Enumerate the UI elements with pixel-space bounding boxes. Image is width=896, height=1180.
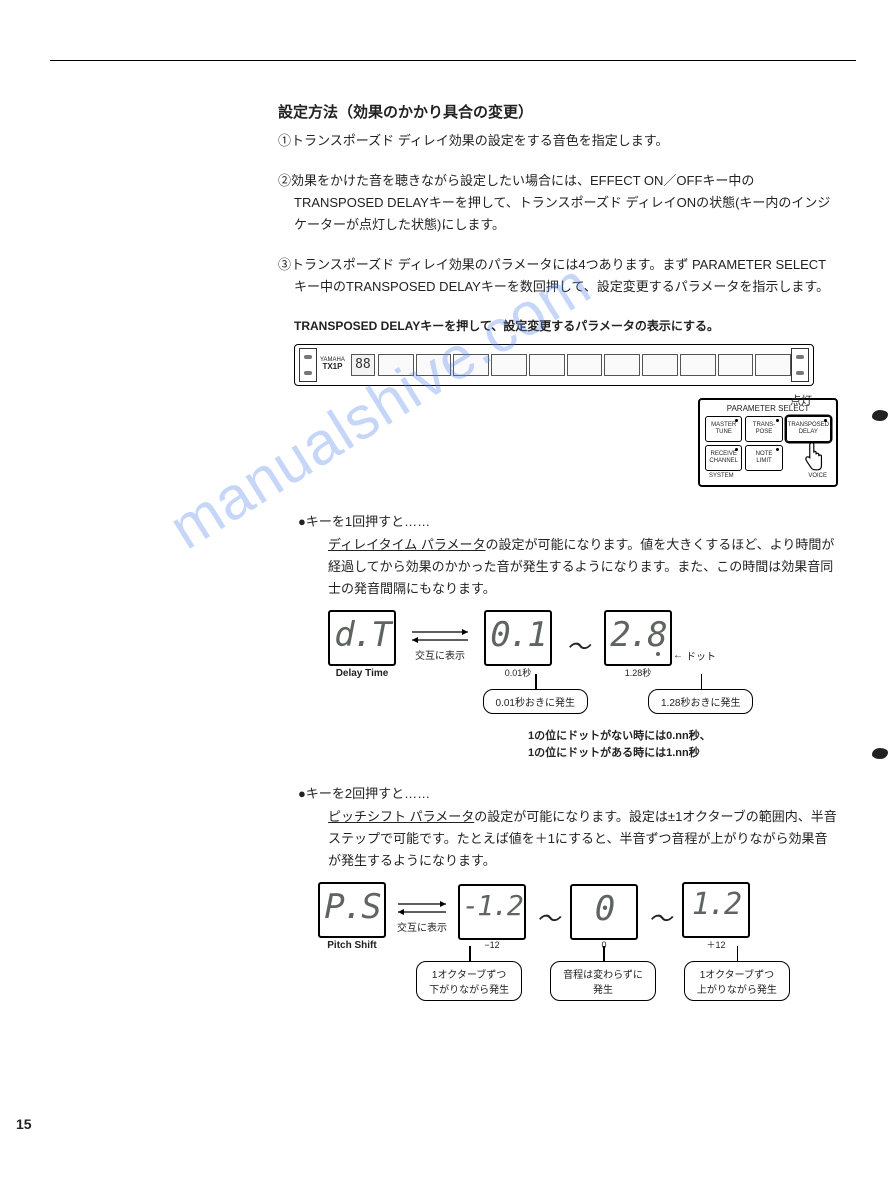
tilde-2: 〜 (536, 899, 560, 934)
panel-grid: MASTER TUNE TRANS-POSE TRANSPOSED DELAY … (705, 416, 831, 471)
seg-p12-wrap: 1.2 ＋12 (682, 882, 750, 951)
page-number: 15 (16, 1116, 32, 1132)
para-3: ③トランスポーズド ディレイ効果のパラメータには4つあります。まず PARAME… (278, 254, 838, 298)
para-3-text: ③トランスポーズド ディレイ効果のパラメータには4つあります。まず PARAME… (278, 254, 838, 298)
swap-arrow-2: 交互に表示 (396, 899, 448, 934)
parameter-select-panel: PARAMETER SELECT MASTER TUNE TRANS-POSE … (698, 398, 838, 487)
seg-ps-cap: Pitch Shift (318, 940, 386, 951)
seg-01-cap: 0.01秒 (484, 666, 552, 679)
press1-seg-row: d.T Delay Time 交互に表示 0.1 0.01秒 〜 2.8 1.2… (328, 610, 838, 679)
press2-body: ピッチシフト パラメータの設定が可能になります。設定は±1オクターブの範囲内、半… (328, 806, 838, 872)
tilde: 〜 (566, 627, 590, 662)
seg-28-txt: 2.8 (610, 615, 665, 655)
seg-dot (656, 652, 660, 656)
finger-icon (799, 441, 825, 477)
press1-name: ディレイタイム パラメータ (328, 537, 486, 552)
rack-btn (718, 354, 754, 376)
top-rule (50, 60, 856, 61)
seg-ps-wrap: P.S Pitch Shift (318, 882, 386, 951)
panel-btn-note-limit: NOTE LIMIT (745, 445, 782, 471)
rack-ear-left (299, 348, 317, 382)
seg-display-p12: 1.2 (682, 882, 750, 938)
rack-diagram: YAMAHATX1P 88 (294, 344, 814, 386)
rack-buttons (378, 354, 791, 376)
tilde-3: 〜 (648, 899, 672, 934)
seg-0-txt: 0 (595, 889, 613, 929)
seg-dt-cap: Delay Time (328, 668, 396, 679)
press1-note: 1の位にドットがない時には0.nn秒、 1の位にドットがある時には1.nn秒 (528, 728, 838, 763)
section-title: 設定方法（効果のかかり具合の変更） (278, 101, 838, 122)
rack-btn (529, 354, 565, 376)
bubble-128s: 1.28秒おきに発生 (648, 689, 753, 714)
side-marker-2 (872, 748, 888, 759)
para-2-text: ②効果をかけた音を聴きながら設定したい場合には、EFFECT ON／OFFキー中… (278, 170, 838, 236)
seg3-wrap: 2.8 1.28秒 ←ドット (604, 610, 672, 679)
sub-instruction: TRANSPOSED DELAYキーを押して、設定変更するパラメータの表示にする… (294, 317, 838, 334)
seg-m12-txt: -1.2 (462, 889, 521, 922)
panel-btn-transposed-delay: TRANSPOSED DELAY (786, 416, 831, 442)
seg2-wrap: 0.1 0.01秒 (484, 610, 552, 679)
rack-model: YAMAHATX1P (317, 357, 348, 372)
para-2: ②効果をかけた音を聴きながら設定したい場合には、EFFECT ON／OFFキー中… (278, 170, 838, 236)
seg-display-ps: P.S (318, 882, 386, 938)
panel-btn-receive-channel: RECEIVE CHANNEL (705, 445, 742, 471)
seg-p12-txt: 1.2 (692, 887, 740, 922)
press1-body: ディレイタイム パラメータの設定が可能になります。値を大きくするほど、より時間が… (328, 534, 838, 600)
press2-bubbles: 1オクターブずつ 下がりながら発生 音程は変わらずに 発生 1オクターブずつ 上… (368, 961, 838, 1001)
seg-display-m12: -1.2 (458, 884, 526, 940)
rack-btn (604, 354, 640, 376)
rack-btn (680, 354, 716, 376)
rack-led: 88 (351, 354, 375, 376)
bubble-001s: 0.01秒おきに発生 (483, 689, 588, 714)
press1-head: ●キーを1回押すと…… (298, 511, 838, 530)
swap-label-2: 交互に表示 (397, 919, 447, 934)
bubble-oct-up: 1オクターブずつ 上がりながら発生 (684, 961, 790, 1001)
dot-label: ドット (686, 648, 716, 663)
bubble-oct-down: 1オクターブずつ 下がりながら発生 (416, 961, 522, 1001)
seg-ps-txt: P.S (324, 887, 379, 927)
panel-btn-master-tune: MASTER TUNE (705, 416, 742, 442)
seg-m12-wrap: -1.2 −12 (458, 884, 526, 950)
press2-name: ピッチシフト パラメータ (328, 809, 474, 824)
seg-28-cap: 1.28秒 (604, 666, 672, 679)
seg-display-01: 0.1 (484, 610, 552, 666)
press2-head: ●キーを2回押すと…… (298, 783, 838, 802)
rack-btn (453, 354, 489, 376)
lit-label: 点灯 (790, 392, 812, 408)
rack-ear-right (791, 348, 809, 382)
rack-btn (755, 354, 791, 376)
seg-p12-cap: ＋12 (682, 938, 750, 951)
seg-dt-txt: d.T (334, 615, 389, 655)
dot-pointer: ←ドット (673, 648, 716, 663)
bubble-no-change: 音程は変わらずに 発生 (550, 961, 656, 1001)
panel-foot-system: SYSTEM (709, 473, 734, 479)
press1-bubbles: 0.01秒おきに発生 1.28秒おきに発生 (398, 689, 838, 714)
seg-01-txt: 0.1 (490, 615, 545, 655)
side-marker-1 (872, 410, 888, 421)
finger-cell (786, 445, 831, 471)
rack-btn (642, 354, 678, 376)
main-content: 設定方法（効果のかかり具合の変更） ①トランスポーズド ディレイ効果の設定をする… (278, 101, 838, 1001)
para-1: ①トランスポーズド ディレイ効果の設定をする音色を指定します。 (278, 130, 838, 152)
panel-wrap: 点灯 PARAMETER SELECT MASTER TUNE TRANS-PO… (278, 398, 838, 487)
seg-0-wrap: 0 0 (570, 884, 638, 950)
press2-seg-row: P.S Pitch Shift 交互に表示 -1.2 −12 〜 0 0 〜 1… (318, 882, 838, 951)
swap-arrow: 交互に表示 (410, 627, 470, 662)
rack-btn (567, 354, 603, 376)
seg1-wrap: d.T Delay Time (328, 610, 396, 679)
panel-title: PARAMETER SELECT (705, 404, 831, 413)
seg-display-0: 0 (570, 884, 638, 940)
rack-btn (491, 354, 527, 376)
panel-btn-transpose: TRANS-POSE (745, 416, 782, 442)
rack-model-txt: TX1P (322, 362, 342, 371)
rack-btn (416, 354, 452, 376)
seg-display-dt: d.T (328, 610, 396, 666)
swap-label: 交互に表示 (415, 647, 465, 662)
rack-btn (378, 354, 414, 376)
seg-display-28: 2.8 (604, 610, 672, 666)
